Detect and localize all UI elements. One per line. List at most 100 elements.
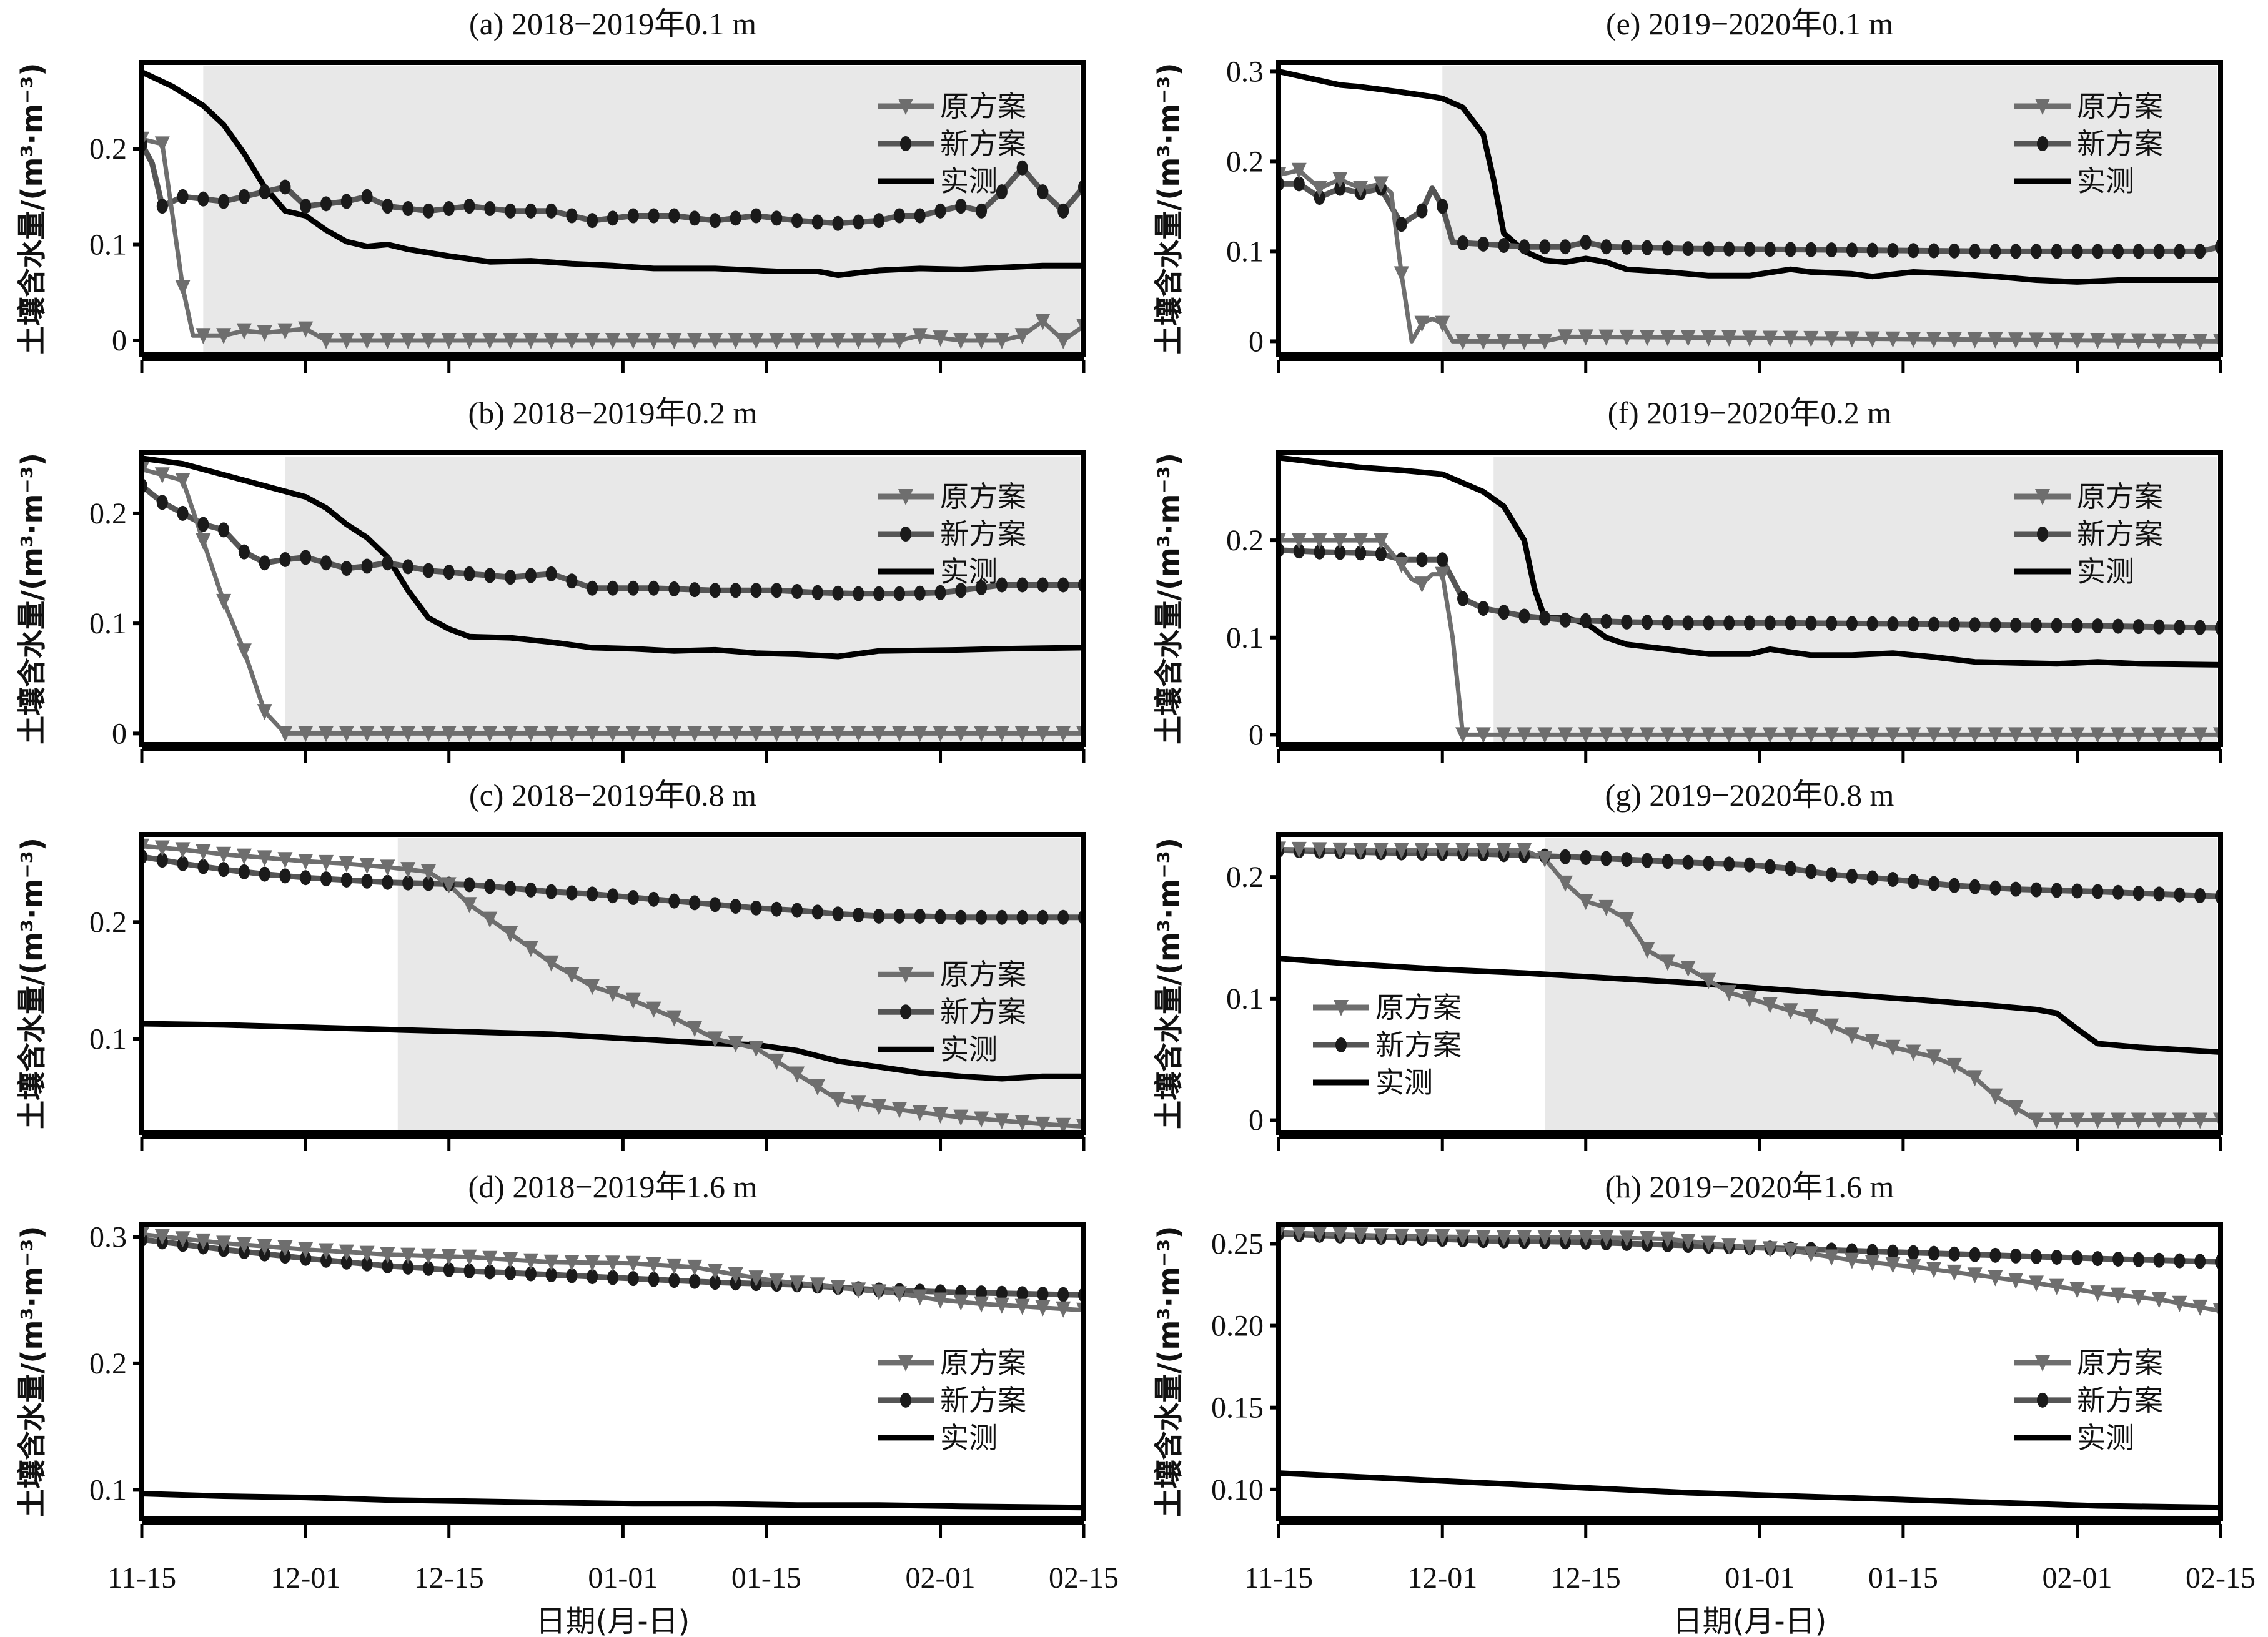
legend-label-orig: 原方案 [2077, 480, 2163, 513]
marker-new [443, 201, 455, 216]
marker-new [463, 877, 475, 893]
marker-orig [503, 926, 518, 942]
marker-new [1037, 184, 1049, 200]
marker-orig [953, 332, 969, 349]
marker-orig [1414, 315, 1430, 332]
marker-orig [851, 332, 866, 349]
marker-new [1293, 543, 1305, 559]
marker-new [1989, 244, 2001, 259]
marker-orig [1578, 1229, 1593, 1246]
marker-orig [1578, 329, 1593, 346]
x-tick-label: 11-15 [107, 1561, 176, 1595]
marker-new [1989, 880, 2001, 896]
marker-new [484, 201, 496, 216]
marker-orig [1414, 1229, 1430, 1245]
marker-orig [1660, 330, 1675, 347]
marker-new [1744, 241, 1755, 257]
marker-orig [1803, 1009, 1819, 1026]
marker-new [279, 551, 291, 567]
marker-new [463, 566, 475, 581]
panel-g: (g) 2019−2020年0.8 m 0 0.1 0.2 土壤含水量/(m³·m⁻³)… [1152, 778, 2223, 1151]
legend-label-new: 新方案 [1375, 1028, 1462, 1062]
marker-orig [625, 1255, 641, 1272]
panel-title: (d) 2018−2019年1.6 m [468, 1169, 758, 1204]
marker-orig [298, 321, 314, 338]
marker-new [525, 568, 537, 583]
marker-new [1518, 239, 1530, 255]
marker-new [463, 1263, 475, 1278]
y-tick-label: 0.2 [89, 1347, 127, 1380]
marker-orig [605, 726, 620, 743]
marker-orig [1056, 332, 1071, 349]
y-axis-label: 土壤含水量/(m³·m⁻³) [15, 1226, 49, 1518]
marker-orig [728, 332, 743, 349]
x-axis-label: 日期(月-日) [536, 1604, 690, 1637]
marker-new [1969, 617, 1981, 633]
marker-new [1477, 236, 1489, 252]
marker-orig [1701, 1235, 1716, 1252]
marker-orig [277, 726, 293, 743]
marker-new [668, 893, 680, 909]
marker-orig [790, 1275, 805, 1292]
marker-new [361, 873, 373, 889]
marker-new [361, 558, 373, 574]
marker-orig [1824, 1018, 1840, 1035]
marker-new [2112, 244, 2124, 259]
marker-new [1805, 864, 1817, 879]
marker-orig [933, 1107, 948, 1124]
marker-orig [2151, 1112, 2167, 1129]
panel-title: (e) 2019−2020年0.1 m [1606, 6, 1893, 41]
marker-new [689, 895, 701, 911]
marker-orig [1885, 331, 1901, 348]
marker-new [2132, 886, 2144, 901]
marker-new [2051, 618, 2062, 633]
marker-new [2194, 1254, 2206, 1269]
marker-new [361, 189, 373, 204]
marker-orig [1967, 1267, 1983, 1284]
marker-new [914, 208, 926, 224]
x-tick-label: 01-01 [1725, 1561, 1795, 1595]
marker-orig [707, 332, 723, 349]
marker-orig [1394, 1228, 1409, 1245]
marker-orig [790, 1066, 805, 1083]
x-axis-label: 日期(月-日) [1673, 1604, 1827, 1637]
marker-new [1037, 577, 1049, 593]
marker-new [1723, 241, 1735, 257]
marker-orig [1946, 1057, 1962, 1074]
marker-new [197, 517, 209, 532]
series-obs-line [1279, 956, 2221, 1055]
marker-orig [830, 332, 846, 349]
shaded-period [1442, 66, 2217, 355]
marker-new [320, 1252, 332, 1268]
marker-new [2194, 888, 2206, 903]
x-tick-label: 12-15 [1551, 1561, 1621, 1595]
y-tick-label: 0.1 [89, 229, 127, 262]
legend-label-orig: 原方案 [2077, 89, 2163, 123]
marker-orig [339, 1244, 354, 1261]
marker-new [996, 184, 1008, 200]
marker-new [382, 555, 394, 571]
legend-label-obs: 实测 [1375, 1066, 1433, 1099]
marker-orig [994, 726, 1009, 743]
marker-orig [871, 1099, 887, 1115]
marker-orig [585, 726, 600, 743]
plot-area [1279, 455, 2221, 744]
marker-orig [2192, 727, 2208, 744]
marker-new [750, 583, 762, 598]
marker-new [156, 495, 168, 510]
marker-orig [1926, 332, 1942, 349]
marker-new [648, 891, 660, 907]
marker-new [259, 184, 270, 200]
marker-new [566, 208, 578, 224]
marker-new [811, 214, 823, 230]
marker-orig [974, 332, 989, 349]
marker-new [443, 1262, 455, 1277]
marker-orig [523, 1253, 538, 1270]
marker-orig [994, 1297, 1009, 1314]
panel-title: (h) 2019−2020年1.6 m [1605, 1169, 1894, 1204]
marker-new [976, 909, 988, 925]
marker-orig [1885, 1257, 1901, 1273]
marker-orig [1435, 315, 1450, 332]
marker-new [2174, 1253, 2186, 1269]
